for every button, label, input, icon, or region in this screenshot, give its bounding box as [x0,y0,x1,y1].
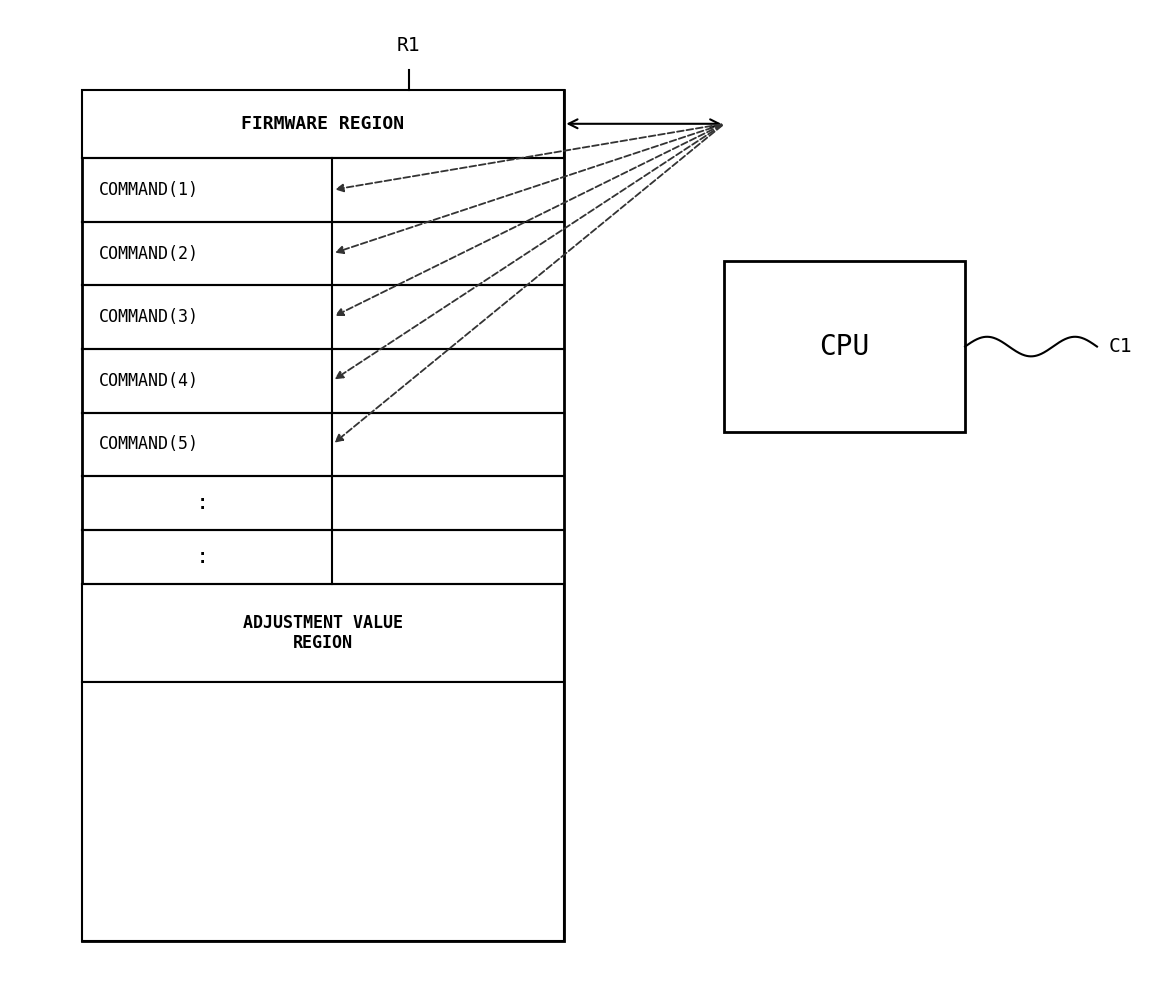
Text: COMMAND(4): COMMAND(4) [99,372,199,390]
Text: FIRMWARE REGION: FIRMWARE REGION [242,115,404,133]
Text: COMMAND(2): COMMAND(2) [99,245,199,262]
Bar [82,89,564,158]
Text: C1: C1 [1109,337,1132,355]
Text: COMMAND(3): COMMAND(3) [99,308,199,326]
Text: COMMAND(1): COMMAND(1) [99,181,199,199]
Text: ADJUSTMENT VALUE
REGION: ADJUSTMENT VALUE REGION [243,614,402,652]
Bar [724,261,965,432]
Bar [82,584,564,682]
Text: CPU: CPU [820,333,869,360]
Bar [82,682,564,942]
Text: :: : [196,493,209,514]
Bar [82,89,564,942]
Text: :: : [196,547,209,567]
Text: COMMAND(5): COMMAND(5) [99,435,199,454]
Text: R1: R1 [397,36,421,55]
